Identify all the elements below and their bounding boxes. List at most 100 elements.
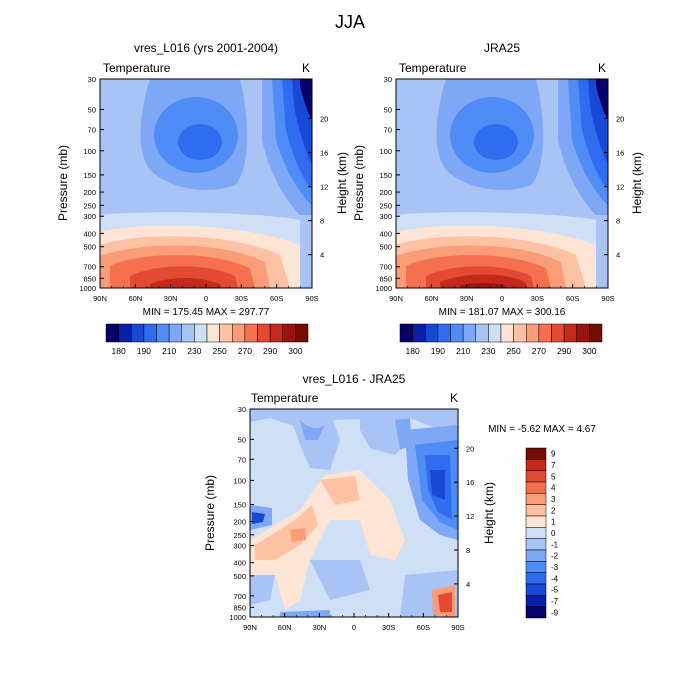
colorbar: 9 7 5 4 3 2 1 0 -1 -2 -3 -4 -5 -7 -9 [525,447,559,619]
y-tick-label: 1000 [229,613,246,622]
x-tick-label: 0 [352,623,356,632]
x-tick-label: 30N [460,294,474,303]
colorbar-box [488,323,502,343]
x-tick-label: 0 [500,294,504,303]
colorbar-box [206,323,220,343]
colorbar-box [232,323,246,343]
y2-tick-label: 20 [616,114,624,123]
left-string: Temperature [399,61,467,75]
panel-title: JRA25 [484,41,520,55]
colorbar-box [513,323,527,343]
colorbar-label: 300 [288,346,302,356]
colorbar-label: 210 [162,346,176,356]
x-tick-label: 30N [164,294,178,303]
colorbar-box [525,583,547,596]
y2-tick-label: 12 [466,512,474,521]
contour-field [250,409,458,617]
colorbar-box [563,323,577,343]
colorbar-label: 230 [187,346,201,356]
y-tick-label: 150 [233,500,246,509]
colorbar-label: -5 [551,586,559,595]
colorbar-label: 5 [551,472,556,481]
y-tick-label: 500 [233,572,246,581]
colorbar-box [257,323,271,343]
colorbar-box [131,323,145,343]
colorbar-box [156,323,170,343]
x-tick-label: 30S [235,294,248,303]
colorbar-box [425,323,439,343]
colorbar-box [525,459,547,471]
colorbar-box [525,549,547,562]
y-tick-label: 400 [233,559,246,568]
colorbar-label: 1 [551,518,556,527]
y-tick-label: 70 [238,455,246,464]
colorbar-label: 0 [551,529,556,538]
colorbar-box [525,515,547,528]
x-tick-label: 60N [128,294,142,303]
y2-axis-label: Height (km) [630,152,644,214]
x-tick-label: 90N [389,294,403,303]
y-tick-label: 1000 [79,284,96,293]
colorbar-label: -7 [551,597,559,606]
colorbar-label: 250 [507,346,521,356]
colorbar-box [194,323,208,343]
stats-label: MIN = 181.07 MAX = 300.16 [439,307,566,318]
x-tick-label: 90S [451,623,464,632]
colorbar-box [269,323,283,343]
colorbar-label: -3 [551,563,559,572]
colorbar-box [219,323,233,343]
y2-tick-label: 20 [320,114,328,123]
y-tick-label: 700 [379,263,392,272]
x-tick-label: 90N [243,623,257,632]
colorbar-box [525,447,547,460]
y2-axis-ticks: 4 8 12 16 20 [454,444,474,589]
y-tick-label: 300 [233,542,246,551]
y-tick-label: 700 [233,592,246,601]
y2-tick-label: 8 [320,217,324,226]
y-axis-label: Pressure (mb) [203,475,217,551]
y-tick-label: 300 [83,212,96,221]
colorbar-box [412,323,426,343]
colorbar-box [450,323,464,343]
left-string: Temperature [251,391,319,405]
y2-tick-label: 4 [466,580,470,589]
colorbar-label: -9 [551,608,559,617]
colorbar: 180 190 210 230 250 270 290 300 [105,323,309,356]
y2-axis-ticks: 4 8 12 16 20 [308,114,328,260]
y-tick-label: 150 [379,171,392,180]
colorbar-label: 2 [551,506,556,515]
y-tick-label: 200 [379,188,392,197]
contour-field [100,79,312,288]
colorbar-box [500,323,514,343]
x-tick-label: 0 [204,294,208,303]
stats-label: MIN = -5.62 MAX = 4.67 [488,424,596,435]
colorbar-box [551,323,565,343]
colorbar-box [525,572,547,585]
panel-reanalysis: JRA25 Temperature K 30507010015020025030… [352,41,644,356]
colorbar-box [525,470,547,483]
right-string: K [302,61,310,75]
right-string: K [450,391,458,405]
y2-axis-label: Height (km) [335,152,349,214]
colorbar: 180 190 210 230 250 270 290 300 [399,323,603,356]
left-string: Temperature [103,61,171,75]
colorbar-label: 4 [551,484,556,493]
x-tick-label: 60S [566,294,579,303]
y-tick-label: 100 [233,476,246,485]
colorbar-box [295,323,309,343]
colorbar-box [244,323,258,343]
colorbar-box [538,323,552,343]
colorbar-label: 270 [238,346,252,356]
colorbar-box [525,606,547,619]
y-axis-label: Pressure (mb) [352,145,366,221]
colorbar-label: 190 [431,346,445,356]
colorbar-label: 190 [137,346,151,356]
y2-tick-label: 16 [466,478,474,487]
y-tick-label: 250 [379,201,392,210]
y-tick-label: 30 [238,405,246,414]
colorbar-label: 180 [112,346,126,356]
colorbar-box [181,323,195,343]
y2-axis-label: Height (km) [482,482,496,544]
